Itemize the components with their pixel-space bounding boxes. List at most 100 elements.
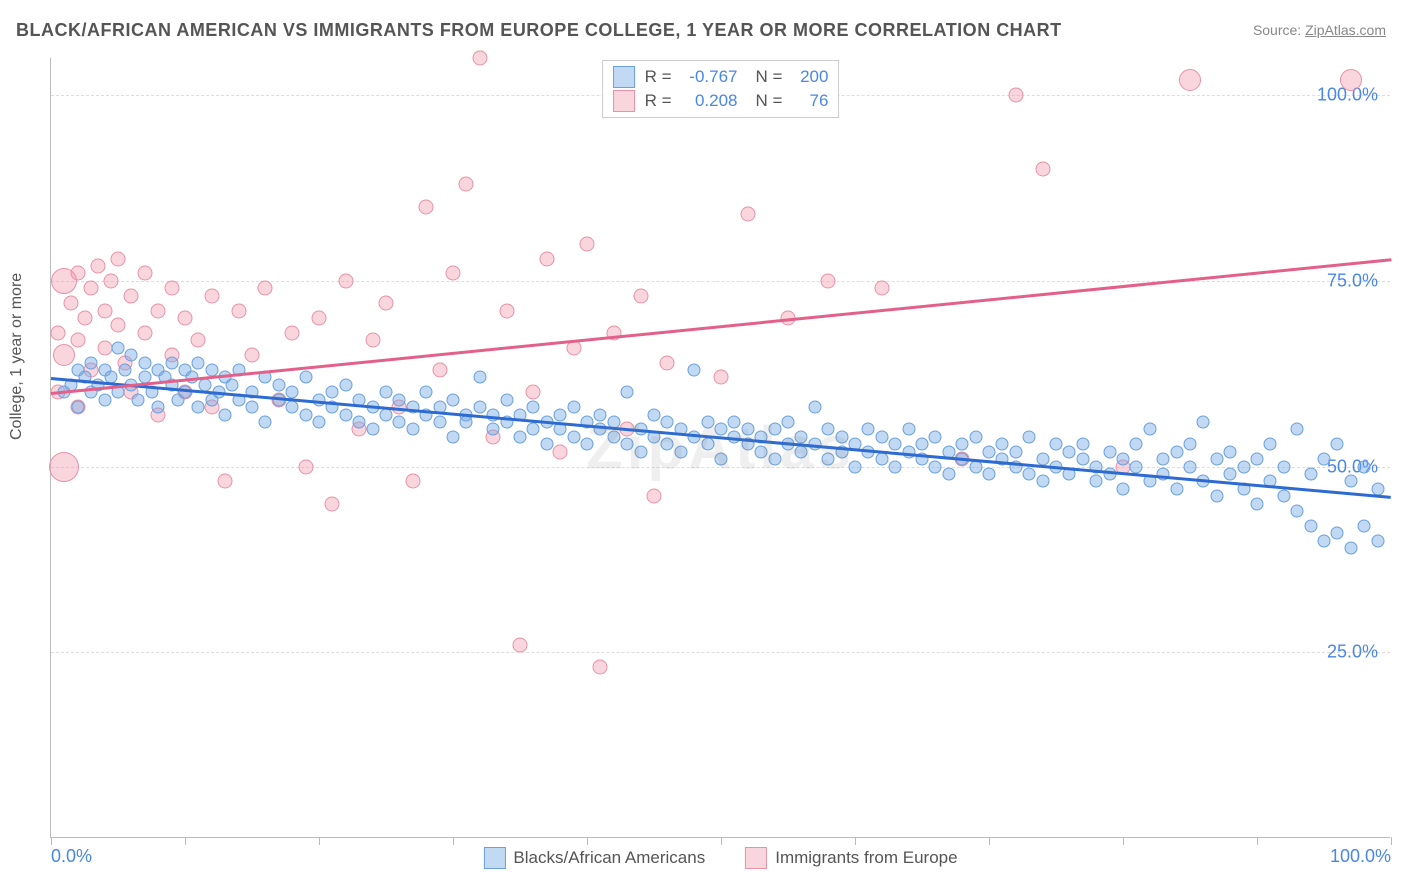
data-point — [688, 364, 701, 377]
data-point — [64, 296, 79, 311]
data-point — [1035, 162, 1050, 177]
data-point — [581, 438, 594, 451]
data-point — [539, 251, 554, 266]
data-point — [916, 438, 929, 451]
data-point — [460, 416, 473, 429]
data-point — [433, 416, 446, 429]
legend-text: Immigrants from Europe — [775, 848, 957, 868]
data-point — [1090, 475, 1103, 488]
data-point — [1237, 460, 1250, 473]
x-tick — [587, 837, 588, 845]
data-point — [1184, 460, 1197, 473]
data-point — [380, 386, 393, 399]
data-point — [648, 408, 661, 421]
data-point — [447, 393, 460, 406]
data-point — [365, 333, 380, 348]
legend-item: Immigrants from Europe — [745, 847, 957, 869]
data-point — [165, 356, 178, 369]
data-point — [1170, 482, 1183, 495]
data-point — [338, 273, 353, 288]
data-point — [472, 51, 487, 66]
legend-r-value: 0.208 — [682, 91, 738, 111]
data-point — [1184, 438, 1197, 451]
data-point — [849, 460, 862, 473]
data-point — [875, 430, 888, 443]
x-tick — [1391, 837, 1392, 845]
data-point — [419, 199, 434, 214]
data-point — [1197, 416, 1210, 429]
data-point — [983, 445, 996, 458]
source-link[interactable]: ZipAtlas.com — [1305, 22, 1386, 38]
data-point — [740, 207, 755, 222]
data-point — [1170, 445, 1183, 458]
x-tick — [721, 837, 722, 845]
data-point — [795, 445, 808, 458]
data-point — [298, 459, 313, 474]
data-point — [90, 259, 105, 274]
data-point — [1331, 438, 1344, 451]
legend-swatch — [613, 66, 635, 88]
data-point — [889, 438, 902, 451]
legend-row: R = -0.767 N = 200 — [611, 65, 831, 89]
data-point — [97, 340, 112, 355]
legend-swatch — [745, 847, 767, 869]
data-point — [1117, 482, 1130, 495]
legend-r-value: -0.767 — [682, 67, 738, 87]
data-point — [137, 325, 152, 340]
x-tick — [989, 837, 990, 845]
data-point — [514, 430, 527, 443]
data-point — [459, 177, 474, 192]
data-point — [1331, 527, 1344, 540]
x-tick — [453, 837, 454, 845]
data-point — [299, 408, 312, 421]
data-point — [1371, 534, 1384, 547]
data-point — [822, 423, 835, 436]
data-point — [164, 281, 179, 296]
legend-text: Blacks/African Americans — [513, 848, 705, 868]
data-point — [1210, 453, 1223, 466]
data-point — [1076, 438, 1089, 451]
x-tick — [185, 837, 186, 845]
data-point — [1036, 475, 1049, 488]
data-point — [1291, 423, 1304, 436]
data-point — [1023, 430, 1036, 443]
data-point — [97, 303, 112, 318]
data-point — [339, 408, 352, 421]
data-point — [1050, 438, 1063, 451]
data-point — [137, 266, 152, 281]
data-point — [219, 408, 232, 421]
data-point — [326, 386, 339, 399]
data-point — [1291, 505, 1304, 518]
data-point — [1358, 460, 1371, 473]
data-point — [553, 444, 568, 459]
data-point — [715, 423, 728, 436]
data-point — [111, 318, 126, 333]
data-point — [151, 303, 166, 318]
data-point — [554, 408, 567, 421]
data-point — [621, 438, 634, 451]
data-point — [527, 401, 540, 414]
data-point — [889, 460, 902, 473]
data-point — [299, 371, 312, 384]
data-point — [124, 288, 139, 303]
legend-n-value: 200 — [792, 67, 828, 87]
data-point — [259, 416, 272, 429]
data-point — [929, 460, 942, 473]
correlation-legend: R = -0.767 N = 200 R = 0.208 N = 76 — [602, 60, 840, 118]
data-point — [580, 236, 595, 251]
data-point — [393, 416, 406, 429]
data-point — [593, 660, 608, 675]
data-point — [272, 378, 285, 391]
data-point — [447, 430, 460, 443]
data-point — [420, 386, 433, 399]
data-point — [1130, 460, 1143, 473]
data-point — [902, 423, 915, 436]
data-point — [112, 341, 125, 354]
x-tick-label: 0.0% — [51, 846, 92, 867]
series-legend: Blacks/African Americans Immigrants from… — [483, 847, 957, 869]
data-point — [285, 325, 300, 340]
data-point — [1224, 468, 1237, 481]
data-point — [1103, 468, 1116, 481]
data-point — [111, 251, 126, 266]
data-point — [862, 423, 875, 436]
